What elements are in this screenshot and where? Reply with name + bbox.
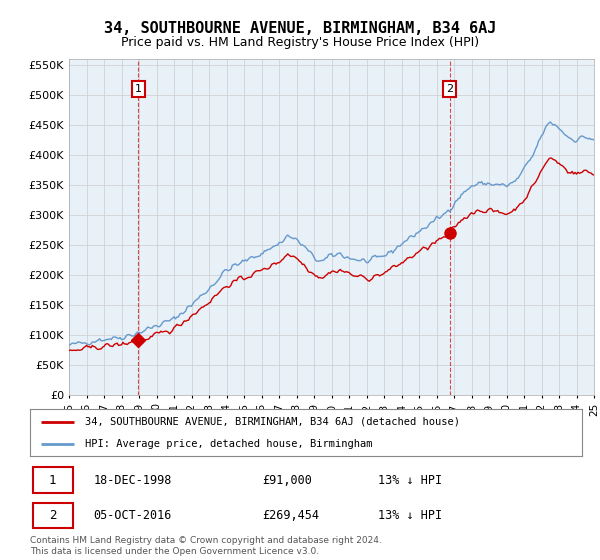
- Text: 05-OCT-2016: 05-OCT-2016: [94, 509, 172, 522]
- Text: 18-DEC-1998: 18-DEC-1998: [94, 474, 172, 487]
- Text: 2: 2: [446, 84, 453, 94]
- Text: £91,000: £91,000: [262, 474, 312, 487]
- FancyBboxPatch shape: [33, 502, 73, 529]
- Text: 34, SOUTHBOURNE AVENUE, BIRMINGHAM, B34 6AJ: 34, SOUTHBOURNE AVENUE, BIRMINGHAM, B34 …: [104, 21, 496, 36]
- Text: 1: 1: [135, 84, 142, 94]
- Text: HPI: Average price, detached house, Birmingham: HPI: Average price, detached house, Birm…: [85, 438, 373, 449]
- Text: 13% ↓ HPI: 13% ↓ HPI: [378, 509, 442, 522]
- FancyBboxPatch shape: [33, 467, 73, 493]
- Text: £269,454: £269,454: [262, 509, 319, 522]
- Text: Contains HM Land Registry data © Crown copyright and database right 2024.
This d: Contains HM Land Registry data © Crown c…: [30, 536, 382, 556]
- Text: Price paid vs. HM Land Registry's House Price Index (HPI): Price paid vs. HM Land Registry's House …: [121, 36, 479, 49]
- Text: 2: 2: [49, 509, 56, 522]
- Text: 34, SOUTHBOURNE AVENUE, BIRMINGHAM, B34 6AJ (detached house): 34, SOUTHBOURNE AVENUE, BIRMINGHAM, B34 …: [85, 417, 460, 427]
- Text: 1: 1: [49, 474, 56, 487]
- Text: 13% ↓ HPI: 13% ↓ HPI: [378, 474, 442, 487]
